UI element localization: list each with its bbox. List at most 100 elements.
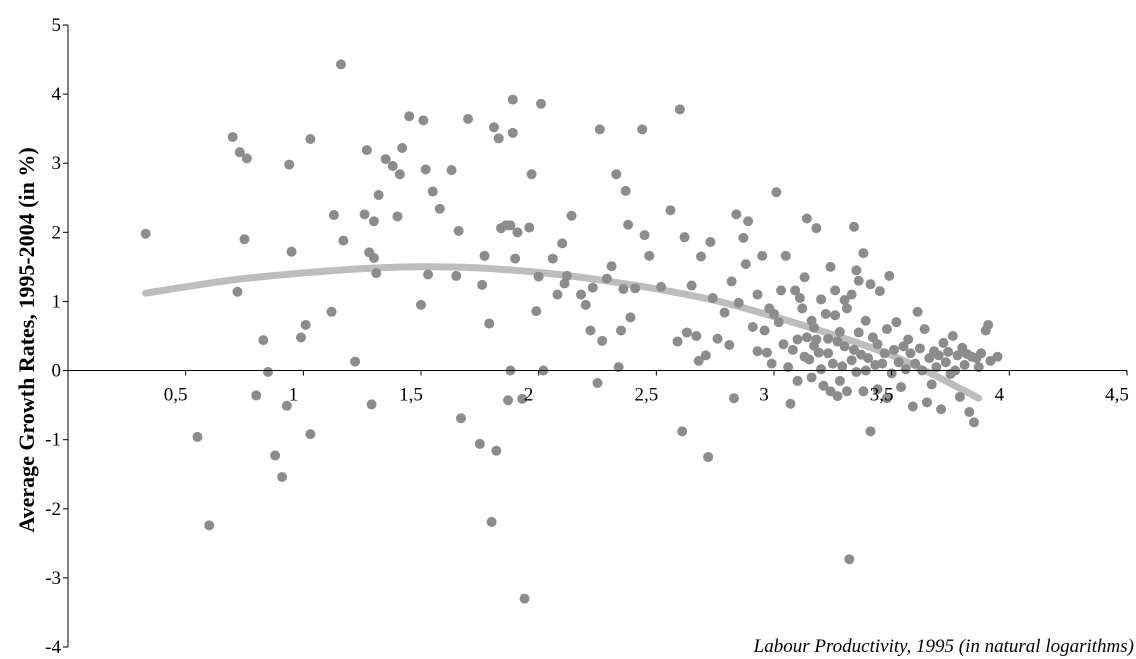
data-point (832, 336, 843, 347)
data-point (418, 115, 429, 126)
data-point (601, 273, 612, 284)
data-point (780, 250, 791, 261)
data-point (557, 238, 568, 249)
data-point (691, 331, 702, 341)
data-point (759, 325, 770, 336)
data-point (858, 248, 869, 259)
data-point (884, 270, 895, 281)
data-point (239, 234, 250, 245)
data-point (872, 339, 883, 350)
data-point (679, 232, 690, 243)
data-point (531, 306, 542, 317)
data-point (933, 350, 944, 361)
data-point (931, 362, 942, 373)
data-point (752, 346, 763, 357)
data-point (533, 271, 544, 282)
data-point (766, 358, 777, 369)
x-tick-label: 2,5 (634, 385, 658, 406)
data-point (644, 250, 655, 261)
data-point (597, 335, 608, 346)
data-point (860, 315, 871, 326)
data-point (270, 450, 281, 461)
data-point (380, 154, 391, 165)
x-axis-label: Labour Productivity, 1995 (in natural lo… (753, 636, 1134, 657)
trend-curve (142, 263, 983, 402)
data-point (896, 382, 907, 393)
data-point (434, 203, 445, 214)
data-point (507, 127, 518, 138)
data-point (686, 280, 697, 291)
data-point (613, 362, 624, 373)
data-point (837, 361, 848, 372)
data-point (943, 346, 954, 357)
data-point (783, 362, 794, 373)
data-point (232, 286, 243, 297)
data-point (361, 145, 372, 156)
data-point (416, 299, 426, 310)
data-point (295, 332, 306, 343)
data-point (258, 335, 269, 346)
data-point (776, 285, 787, 296)
data-point (919, 324, 930, 335)
data-point (834, 375, 845, 386)
data-point (825, 386, 836, 397)
data-point (903, 334, 914, 345)
x-tick-label: 1 (289, 385, 299, 406)
data-point (879, 348, 890, 359)
data-point (792, 334, 803, 345)
data-point (983, 319, 994, 330)
data-point (900, 364, 911, 375)
data-point (637, 124, 648, 135)
data-point (373, 190, 384, 201)
data-point (404, 111, 415, 122)
data-point (905, 348, 916, 359)
data-point (992, 351, 1003, 362)
data-point (889, 344, 900, 355)
data-point (281, 400, 292, 411)
data-point (451, 270, 462, 281)
data-point (526, 169, 537, 180)
data-point (771, 187, 782, 198)
data-point (359, 209, 370, 220)
data-point (286, 246, 297, 257)
data-point (719, 307, 730, 318)
data-point (576, 289, 587, 300)
data-point (606, 261, 617, 272)
x-tick-label: 1,5 (399, 385, 423, 406)
data-point (818, 380, 829, 391)
data-point (479, 250, 490, 261)
data-point (561, 270, 572, 281)
y-tick-label: -4 (45, 637, 61, 658)
x-tick-label: 3,5 (870, 385, 894, 406)
data-point (790, 285, 801, 296)
data-point (830, 310, 841, 321)
data-point (681, 327, 692, 338)
data-point (656, 281, 667, 292)
data-point (801, 213, 812, 224)
data-point (693, 355, 704, 366)
data-point (823, 333, 834, 344)
data-point (881, 324, 892, 335)
data-point (477, 279, 488, 290)
data-point (757, 250, 768, 261)
data-point (846, 289, 857, 300)
data-point (752, 289, 763, 300)
data-point (761, 347, 772, 358)
data-point (639, 230, 650, 241)
data-point (947, 331, 958, 341)
data-point (936, 404, 947, 415)
y-tick-label: -1 (45, 430, 61, 451)
data-point (794, 292, 805, 303)
data-point (503, 395, 514, 406)
data-point (368, 252, 379, 263)
data-point (804, 354, 815, 365)
data-point (625, 312, 636, 323)
data-point (338, 235, 349, 246)
data-point (792, 375, 803, 386)
data-point (914, 343, 925, 354)
data-point (778, 339, 789, 350)
data-point (580, 299, 591, 310)
data-point (969, 417, 980, 428)
data-point (769, 308, 779, 319)
data-point (964, 407, 975, 418)
